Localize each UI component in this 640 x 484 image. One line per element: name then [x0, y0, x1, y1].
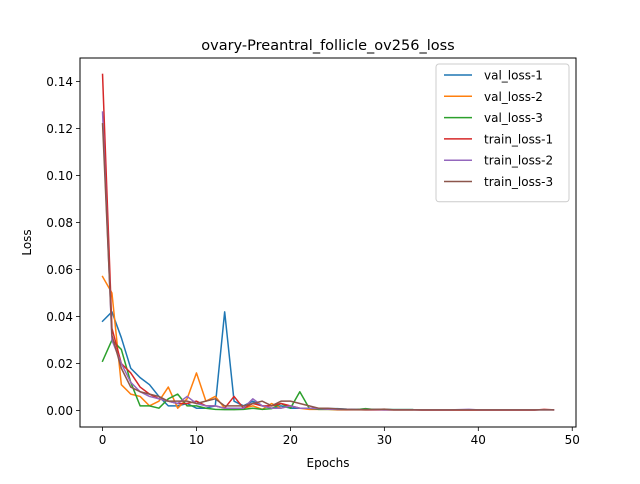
- y-tick-label: 0.08: [46, 216, 73, 230]
- legend-label-val_loss-3: val_loss-3: [484, 111, 543, 125]
- y-tick-label: 0.00: [46, 404, 73, 418]
- legend-label-train_loss-2: train_loss-2: [484, 154, 553, 168]
- x-tick-label: 0: [99, 433, 107, 447]
- y-tick-label: 0.14: [46, 75, 73, 89]
- legend-label-val_loss-1: val_loss-1: [484, 69, 543, 83]
- y-axis-label: Loss: [20, 229, 34, 255]
- x-tick-label: 30: [377, 433, 392, 447]
- legend-label-train_loss-1: train_loss-1: [484, 132, 553, 146]
- plot-frame: [79, 57, 577, 428]
- legend: val_loss-1 val_loss-2 val_loss-3 train_loss…: [435, 63, 570, 203]
- chart-title: ovary-Preantral_follicle_ov256_loss: [201, 38, 454, 54]
- x-tick-label: 40: [471, 433, 486, 447]
- y-tick-label: 0.06: [46, 263, 73, 277]
- legend-label-train_loss-3: train_loss-3: [484, 175, 553, 189]
- x-tick-label: 20: [283, 433, 298, 447]
- y-tick-label: 0.10: [46, 169, 73, 183]
- x-tick-label: 10: [189, 433, 204, 447]
- x-axis-label: Epochs: [307, 456, 350, 470]
- y-axis: 0.00 0.02 0.04 0.06 0.08 0.10 0.12 0.14: [46, 75, 80, 418]
- legend-label-val_loss-2: val_loss-2: [484, 90, 543, 104]
- y-tick-label: 0.02: [46, 357, 73, 371]
- series-layer: [101, 73, 555, 411]
- x-tick-label: 50: [565, 433, 580, 447]
- legend-box: [435, 63, 570, 203]
- series-line-train_loss-3: [101, 123, 555, 411]
- x-axis: 0 10 20 30 40 50: [99, 427, 580, 447]
- y-tick-label: 0.12: [46, 122, 73, 136]
- y-tick-label: 0.04: [46, 310, 73, 324]
